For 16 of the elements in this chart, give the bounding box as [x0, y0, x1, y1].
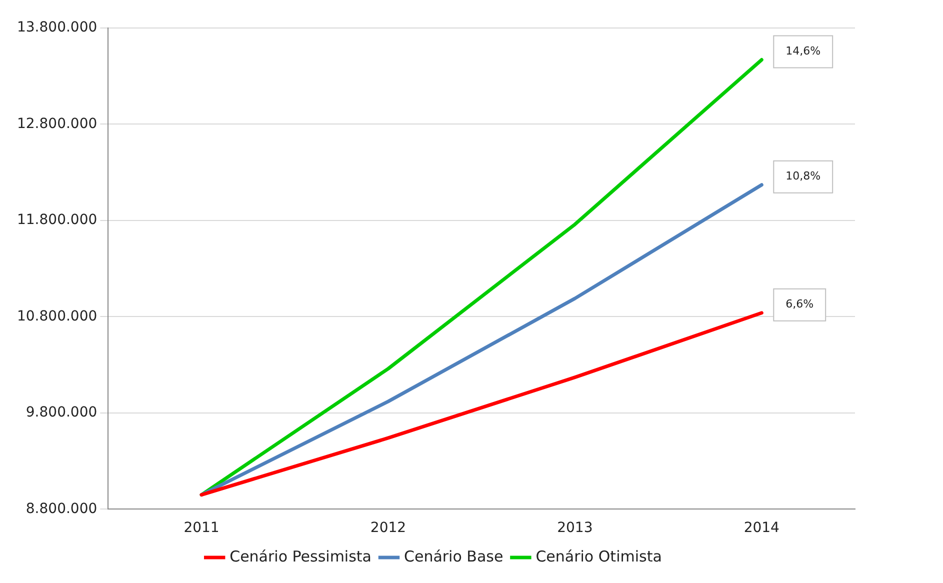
y-tick-label: 9.800.000: [26, 404, 98, 421]
y-tick-label: 10.800.000: [16, 308, 98, 324]
y-tick-label: 8.800.000: [26, 500, 98, 517]
x-tick-label: 2014: [744, 520, 780, 536]
annotation: 6,6%: [786, 298, 814, 311]
legend-label: Cenário Otimista: [536, 547, 662, 566]
annotation: 14,6%: [786, 44, 821, 58]
legend-label: Cenário Pessimista: [230, 547, 372, 566]
x-tick-label: 2013: [557, 520, 593, 536]
annotation: 10,8%: [786, 170, 821, 183]
y-tick-label: 12.800.000: [16, 116, 98, 132]
x-tick-label: 2012: [370, 520, 406, 536]
x-tick-label: 2011: [184, 520, 220, 536]
y-tick-label: 11.800.000: [16, 212, 98, 228]
y-tick-label: 13.800.000: [16, 20, 98, 36]
legend-label: Cenário Base: [404, 547, 504, 566]
